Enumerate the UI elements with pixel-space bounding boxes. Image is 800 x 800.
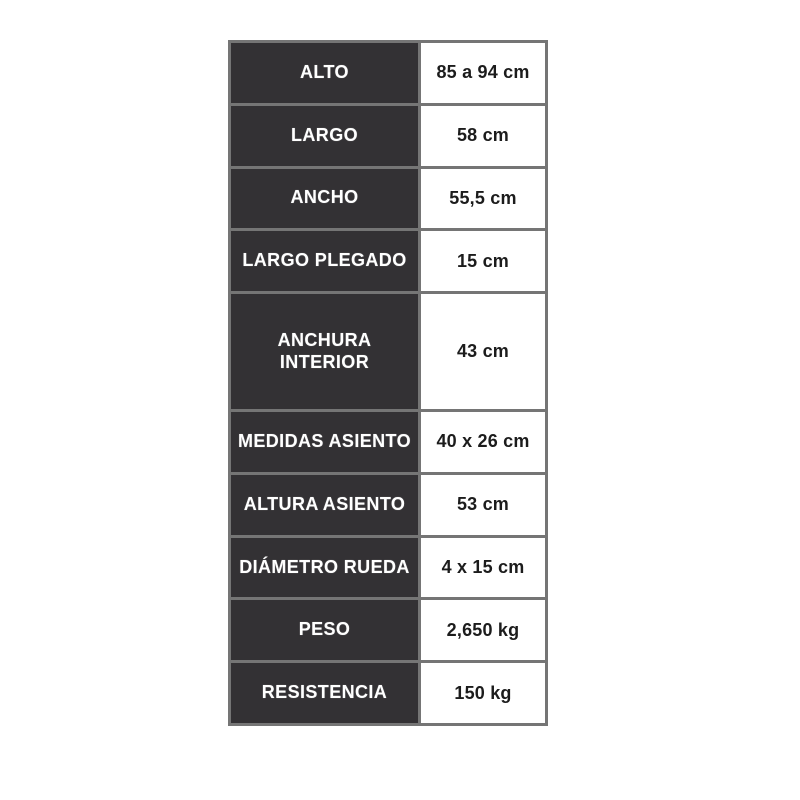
spec-label: DIÁMETRO RUEDA [228, 534, 421, 601]
spec-label: ALTO [228, 40, 421, 106]
table-row: MEDIDAS ASIENTO 40 x 26 cm [228, 409, 548, 475]
table-row: ANCHO 55,5 cm [228, 165, 548, 232]
spec-value: 2,650 kg [418, 597, 548, 664]
table-row: ANCHURA INTERIOR 43 cm [228, 291, 548, 413]
spec-label: ANCHO [228, 165, 421, 232]
spec-value: 40 x 26 cm [418, 409, 548, 475]
table-row: RESISTENCIA 150 kg [228, 660, 548, 726]
spec-value: 4 x 15 cm [418, 534, 548, 601]
spec-label: ANCHURA INTERIOR [228, 291, 421, 413]
spec-value: 58 cm [418, 102, 548, 169]
spec-value: 53 cm [418, 471, 548, 538]
table-row: DIÁMETRO RUEDA 4 x 15 cm [228, 534, 548, 601]
spec-value: 15 cm [418, 228, 548, 295]
table-row: ALTO 85 a 94 cm [228, 40, 548, 106]
spec-value: 85 a 94 cm [418, 40, 548, 106]
table-row: LARGO 58 cm [228, 102, 548, 169]
spec-label: LARGO [228, 102, 421, 169]
table-row: ALTURA ASIENTO 53 cm [228, 471, 548, 538]
spec-label: ALTURA ASIENTO [228, 471, 421, 538]
spec-label: LARGO PLEGADO [228, 228, 421, 295]
spec-value: 55,5 cm [418, 165, 548, 232]
spec-value: 43 cm [418, 291, 548, 413]
spec-label: RESISTENCIA [228, 660, 421, 726]
spec-label: MEDIDAS ASIENTO [228, 409, 421, 475]
spec-value: 150 kg [418, 660, 548, 726]
spec-label: PESO [228, 597, 421, 664]
table-row: PESO 2,650 kg [228, 597, 548, 664]
spec-table: ALTO 85 a 94 cm LARGO 58 cm ANCHO 55,5 c… [228, 40, 548, 726]
table-row: LARGO PLEGADO 15 cm [228, 228, 548, 295]
